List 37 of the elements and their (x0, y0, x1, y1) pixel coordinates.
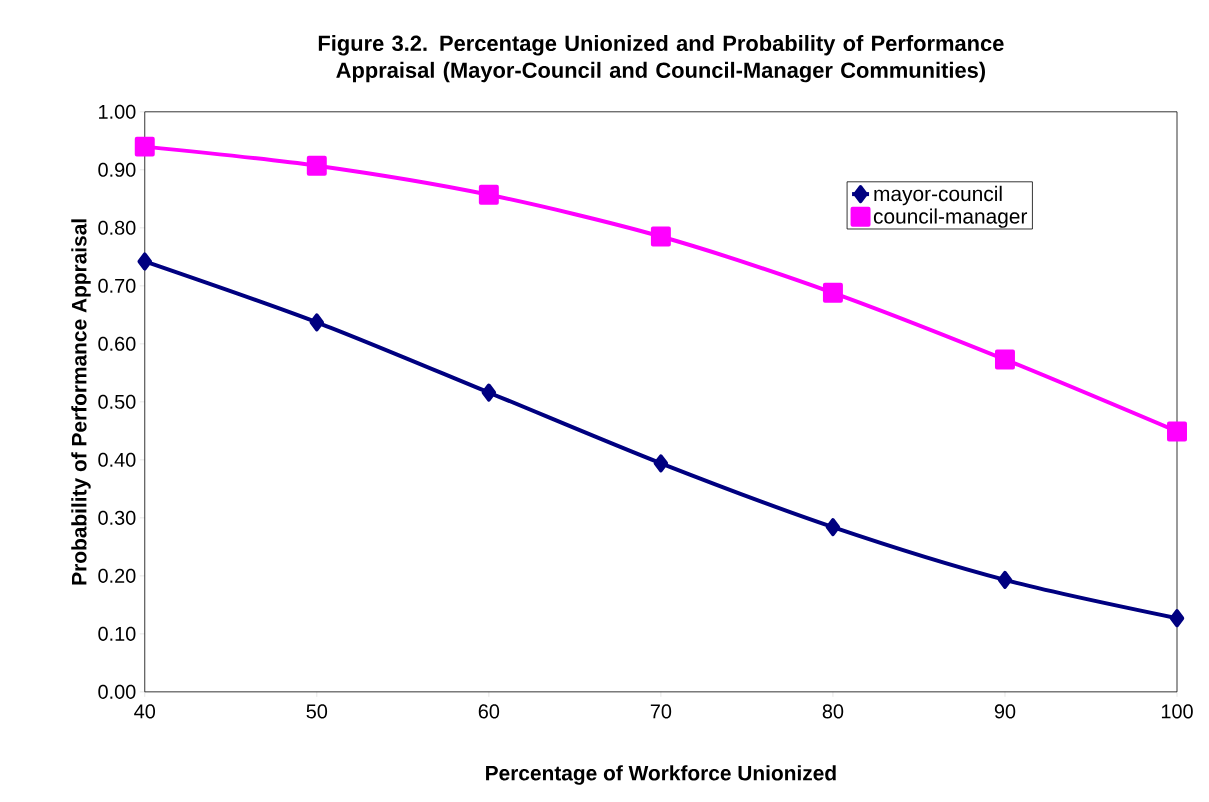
y-tick-label: 0.30 (98, 510, 136, 526)
x-tick-label: 100 (1161, 704, 1193, 719)
x-axis-title: Percentage of Workforce Unionized (486, 765, 836, 785)
point (134, 136, 155, 157)
point (825, 518, 841, 537)
point (306, 155, 327, 176)
y-tick-label: 0.60 (98, 336, 136, 352)
point (653, 454, 669, 473)
point (478, 184, 499, 205)
legend-label: council-manager (873, 208, 1028, 229)
x-tick-label: 60 (478, 704, 500, 719)
y-tick-label: 0.10 (98, 626, 136, 642)
point (1169, 609, 1185, 628)
point (997, 571, 1013, 590)
y-tick-label: 0.90 (98, 162, 136, 177)
point (822, 282, 843, 303)
x-tick-label: 70 (650, 704, 672, 719)
y-tick-label: 0.50 (98, 394, 136, 410)
y-tick-label: 0.00 (98, 684, 136, 700)
y-axis-title: Probability of Performance Appraisal (71, 219, 91, 585)
point (650, 226, 671, 247)
y-tick-label: 0.70 (98, 278, 136, 294)
point (309, 313, 325, 332)
x-tick-label: 50 (306, 704, 328, 719)
y-tick-label: 0.40 (98, 452, 136, 468)
point (994, 349, 1015, 370)
x-tick-label: 90 (994, 704, 1016, 719)
x-tick-label: 80 (822, 704, 844, 719)
y-tick-label: 0.80 (98, 220, 136, 236)
y-tick-label: 1.00 (99, 104, 136, 119)
chart-title: Figure 3.2. Percentage Unionized and Probability of Performance Appraisal (Mayor-Council and Council-Manager Communities) (318, 35, 1004, 83)
legend-label: mayor-council (874, 185, 1002, 206)
point (1167, 421, 1187, 442)
point (481, 383, 497, 402)
y-tick-label: 0.20 (98, 568, 136, 584)
x-tick-label: 40 (134, 704, 156, 719)
point (137, 252, 152, 271)
